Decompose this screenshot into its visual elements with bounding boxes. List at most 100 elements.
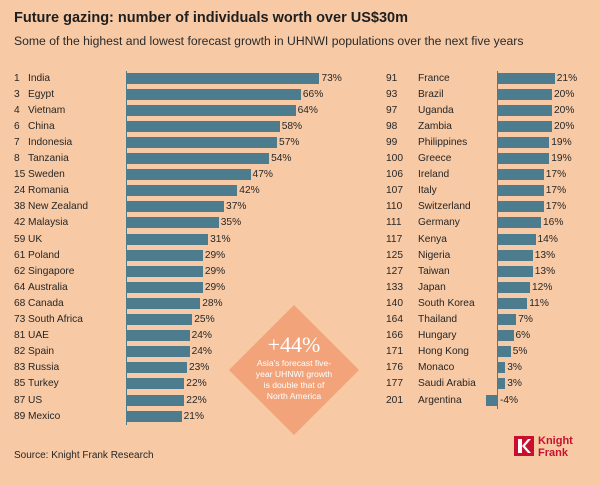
rank-label: 201 (386, 394, 403, 406)
value-label: 24% (191, 330, 212, 342)
rank-label: 140 (386, 297, 403, 309)
value-label: 47% (252, 169, 273, 181)
bar (126, 249, 203, 261)
chart-subtitle: Some of the highest and lowest forecast … (14, 34, 524, 48)
country-label: Zambia (418, 120, 452, 132)
bar-row: 8 Tanzania 54% (14, 151, 291, 166)
country-label: US (28, 394, 43, 406)
knight-frank-logo-icon (514, 436, 534, 456)
rank-label: 59 (14, 233, 26, 245)
bar (126, 217, 219, 229)
value-label: 58% (281, 120, 303, 132)
rank-label: 82 (14, 346, 26, 358)
rank-label: 110 (386, 201, 403, 213)
rank-label: 64 (14, 281, 26, 293)
bar-row: 127 Taiwan 13% (386, 264, 586, 279)
value-label: 17% (545, 169, 567, 181)
bar (497, 281, 530, 293)
value-label: 7% (518, 314, 533, 325)
rank-label: 3 (14, 88, 20, 100)
bar-row: 73 South Africa 25% (14, 312, 215, 327)
bar-row: 7 Indonesia 57% (14, 135, 299, 150)
country-label: Mexico (28, 410, 61, 422)
value-label: 19% (551, 136, 572, 148)
bar (126, 362, 187, 374)
country-label: Brazil (418, 88, 444, 100)
chart-title: Future gazing: number of individuals wor… (14, 10, 408, 26)
value-label: 64% (297, 104, 318, 116)
country-label: Indonesia (28, 136, 73, 148)
bar-row: 87 US 22% (14, 393, 214, 408)
country-label: Russia (28, 362, 60, 374)
bar-row: 85 Turkey 22% (14, 376, 214, 391)
bar (497, 314, 517, 325)
bar (126, 265, 203, 277)
rank-label: 98 (386, 120, 398, 132)
value-label: 12% (532, 281, 553, 293)
value-label: 31% (210, 233, 231, 245)
country-label: Vietnam (28, 104, 66, 116)
value-label: 29% (204, 249, 226, 261)
bar (126, 72, 320, 84)
bar (126, 297, 201, 309)
country-label: Singapore (28, 265, 75, 277)
country-label: India (28, 72, 51, 84)
rank-label: 42 (14, 217, 26, 229)
rank-label: 62 (14, 265, 26, 277)
country-label: Malaysia (28, 217, 69, 229)
value-label: 23% (188, 362, 210, 374)
country-label: Switzerland (418, 201, 471, 213)
bar-row: 24 Romania 42% (14, 183, 260, 198)
bar (497, 104, 552, 116)
rank-label: 107 (386, 185, 403, 197)
country-label: Thailand (418, 314, 458, 325)
country-label: Nigeria (418, 249, 451, 261)
bar-row: 171 Hong Kong 5% (386, 344, 586, 359)
bar (497, 346, 511, 358)
bar-row: 100 Greece 19% (386, 151, 586, 166)
bar-row: 140 South Korea 11% (386, 296, 586, 311)
country-label: Kenya (418, 233, 447, 245)
bar-row: 176 Monaco 3% (386, 360, 586, 375)
value-label: 42% (239, 185, 260, 197)
bar-row: 106 Ireland 17% (386, 167, 586, 182)
rank-label: 24 (14, 185, 26, 197)
value-label: 5% (512, 346, 528, 358)
bar-row: 42 Malaysia 35% (14, 215, 241, 230)
value-label: 3% (507, 362, 522, 374)
bar-row: 125 Nigeria 13% (386, 248, 586, 263)
value-label: 25% (194, 314, 215, 325)
rank-label: 93 (386, 88, 398, 100)
rank-label: 73 (14, 314, 26, 325)
country-label: Ireland (418, 169, 450, 181)
bar (497, 297, 528, 309)
rank-label: 4 (14, 104, 20, 116)
country-label: UAE (28, 330, 49, 342)
value-label: 54% (271, 153, 292, 164)
value-label: 11% (529, 297, 549, 309)
rank-label: 117 (386, 233, 403, 245)
value-label: 20% (554, 104, 575, 116)
country-label: Egypt (28, 88, 55, 100)
rank-label: 38 (14, 201, 26, 213)
country-label: South Africa (28, 314, 83, 325)
country-label: Japan (418, 281, 446, 293)
rank-label: 106 (386, 169, 403, 181)
value-label: 35% (220, 217, 242, 229)
bar (126, 346, 190, 358)
value-label: 29% (204, 265, 226, 277)
rank-label: 97 (386, 104, 398, 116)
bar (497, 330, 514, 342)
bar-row: 166 Hungary 6% (386, 328, 586, 343)
bar-row: 38 New Zealand 37% (14, 199, 246, 214)
bar (126, 201, 225, 213)
bar (497, 249, 533, 261)
rank-label: 85 (14, 378, 26, 390)
bar (497, 88, 552, 100)
bar (497, 153, 550, 164)
country-label: Greece (418, 153, 452, 164)
rank-label: 99 (386, 136, 398, 148)
source-note: Source: Knight Frank Research (14, 450, 154, 461)
bar (126, 104, 296, 116)
bar (126, 233, 209, 245)
